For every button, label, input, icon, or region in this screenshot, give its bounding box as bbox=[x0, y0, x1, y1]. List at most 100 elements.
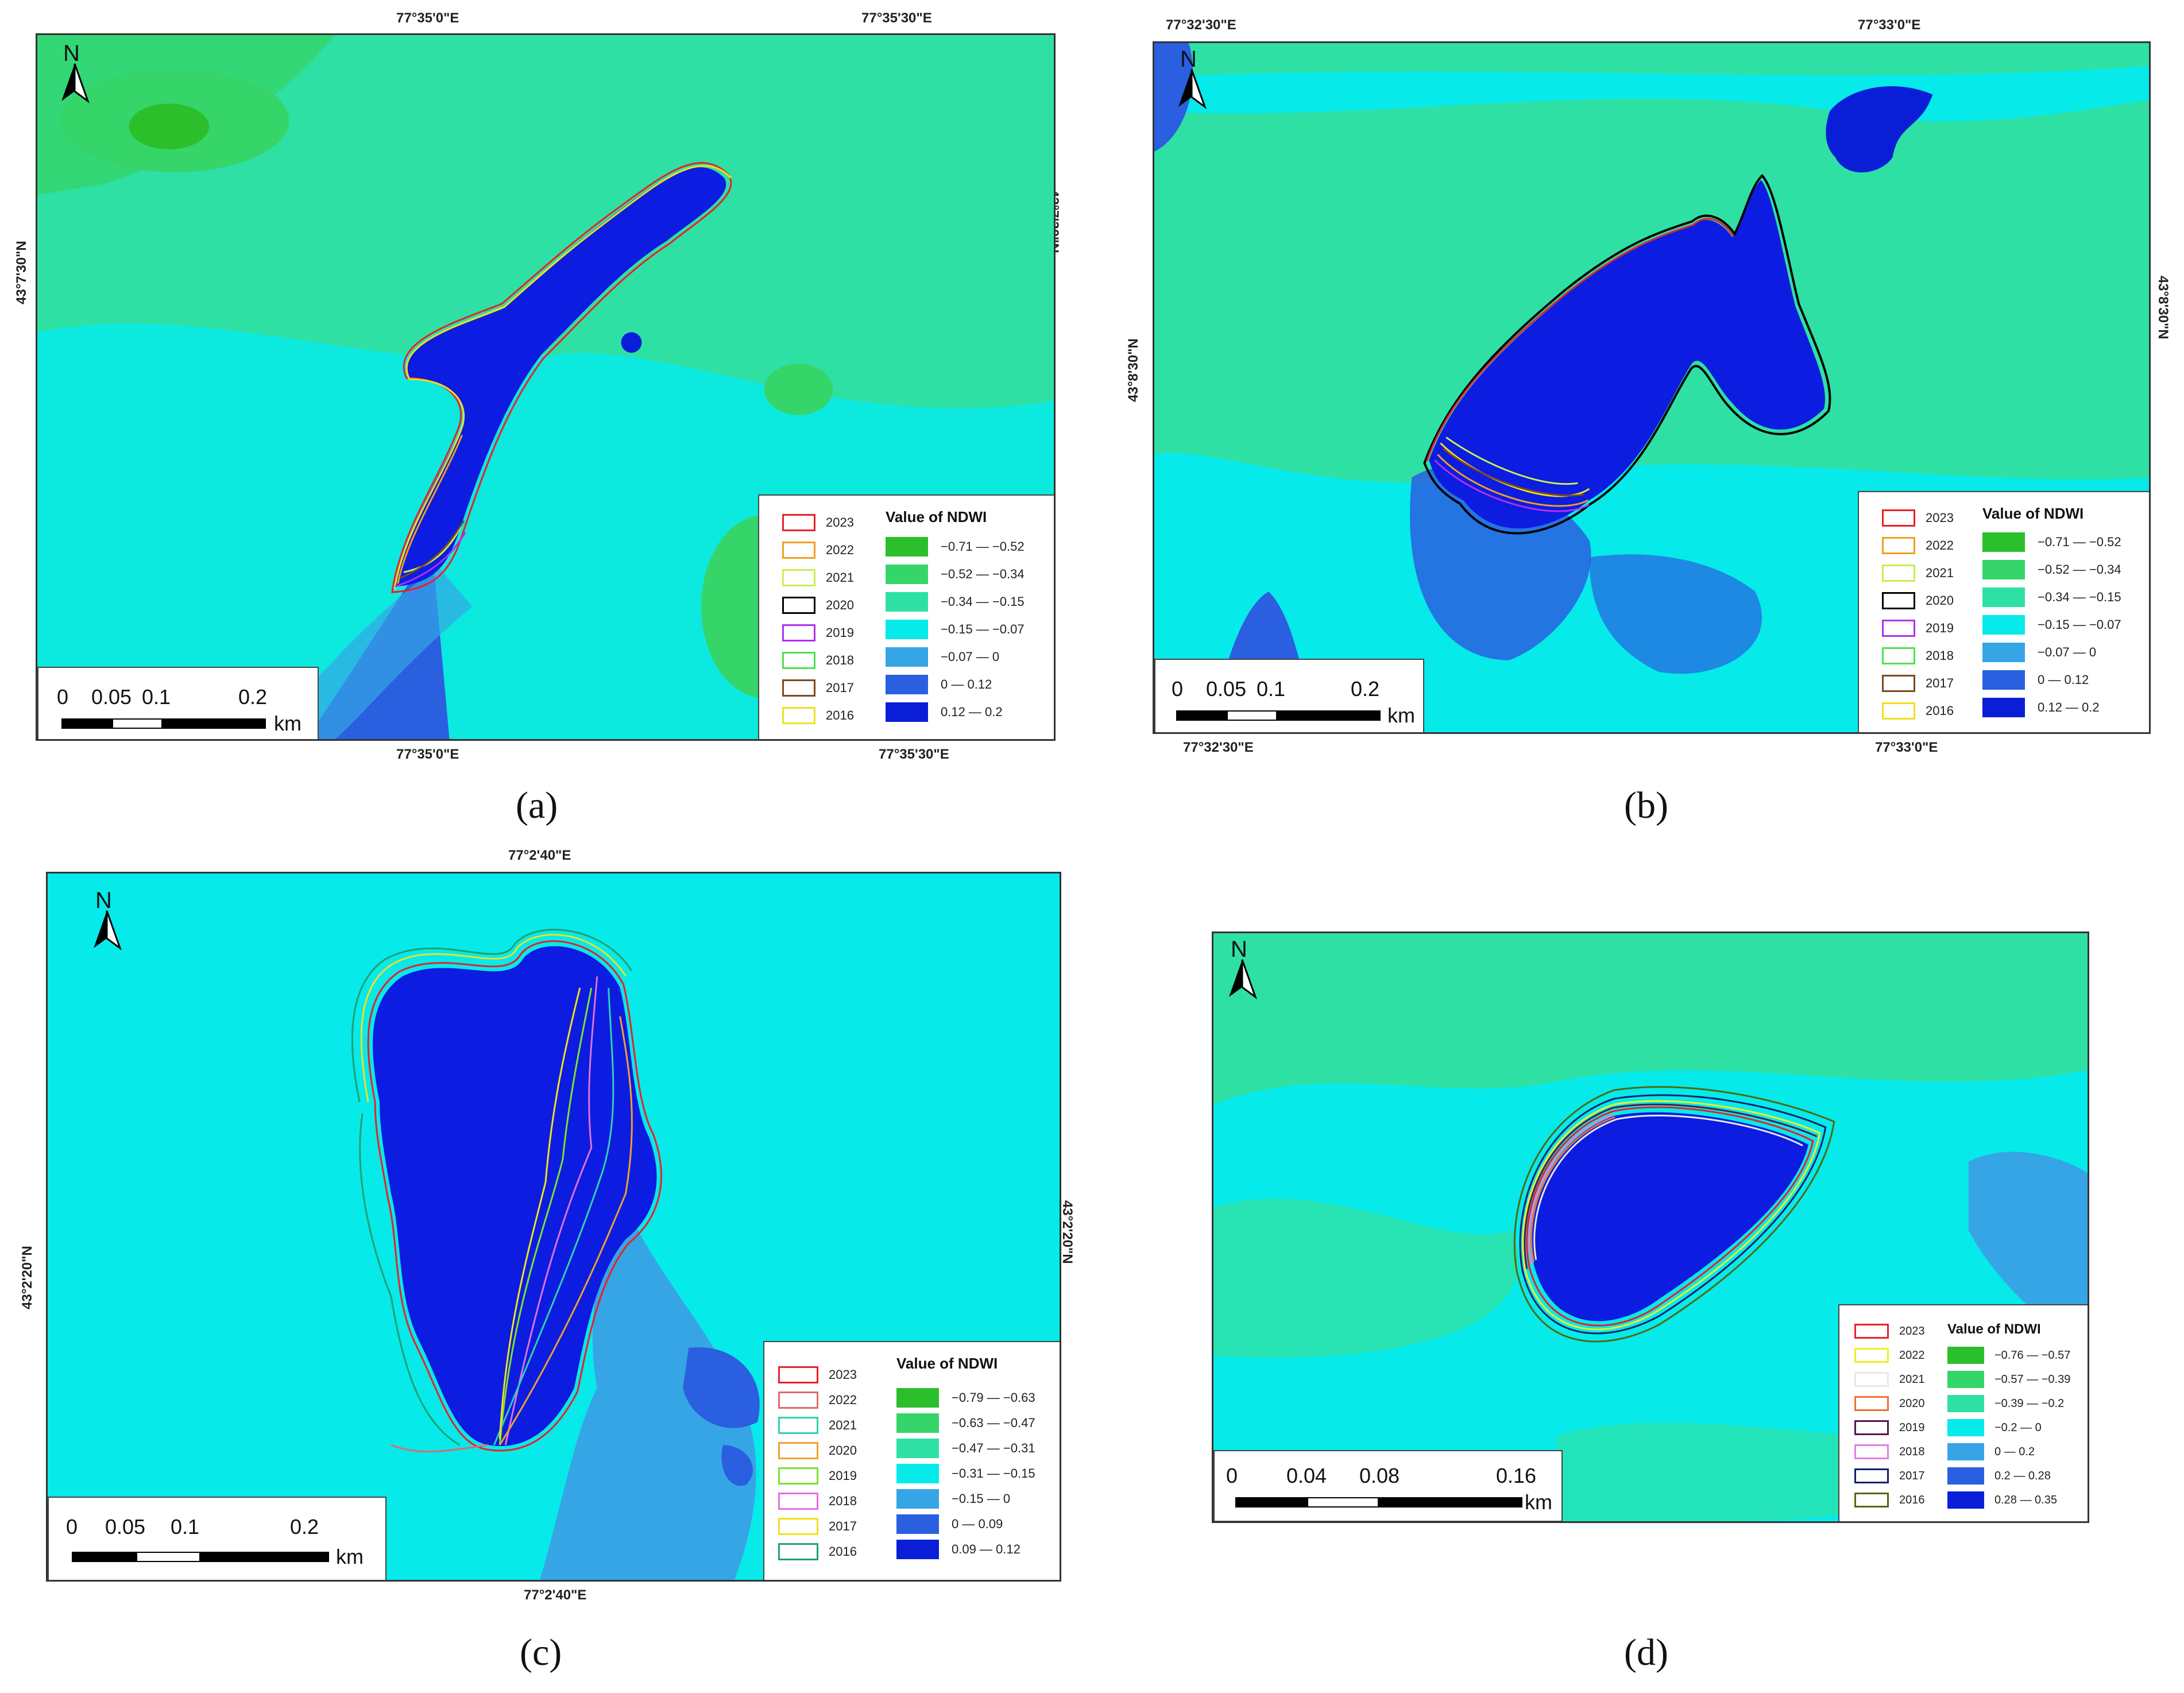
scale-segment bbox=[200, 1552, 329, 1562]
legend-year: 2016 bbox=[1854, 1493, 1925, 1508]
scale-tick: 0.1 bbox=[171, 1515, 200, 1539]
scale-unit: km bbox=[1387, 704, 1415, 727]
left-lat-label: 43°7'30"N bbox=[14, 241, 29, 304]
north-arrow: N bbox=[87, 888, 127, 951]
scale-tick: 0.2 bbox=[290, 1515, 319, 1539]
scale-segment bbox=[72, 1552, 136, 1562]
lake-outlines-a bbox=[391, 162, 732, 593]
legend-year: 2016 bbox=[1882, 702, 1954, 720]
legend-class: −0.39 — −0.2 bbox=[1947, 1395, 2064, 1412]
caption-b: (b) bbox=[1624, 784, 1668, 826]
top-lon-label: 77°2'40"E bbox=[508, 848, 571, 863]
legend-year: 2023 bbox=[1882, 509, 1954, 527]
legend-year: 2016 bbox=[778, 1543, 857, 1560]
lake-outlines-b bbox=[1423, 174, 1831, 535]
legend-year: 2018 bbox=[1854, 1444, 1925, 1459]
legend-title: Value of NDWI bbox=[886, 508, 987, 525]
ndwi-map-b: N 0 0.05 0.1 0.2 km Value of NDWI 2023 2… bbox=[1153, 41, 2151, 734]
legend-class: −0.76 — −0.57 bbox=[1947, 1347, 2070, 1364]
north-arrow-icon bbox=[61, 63, 90, 104]
legend-class: −0.52 — −0.34 bbox=[886, 565, 1025, 584]
legend-d: Value of NDWI 2023 2022 2021 2020 2019 2… bbox=[1838, 1304, 2088, 1521]
bottom-lon-label: 77°35'30"E bbox=[879, 747, 949, 762]
legend-class: −0.31 — −0.15 bbox=[896, 1464, 1035, 1483]
legend-a: Value of NDWI 2023 2022 2021 2020 2019 2… bbox=[758, 494, 1054, 739]
scale-segment bbox=[112, 718, 163, 729]
legend-class: −0.52 — −0.34 bbox=[1982, 560, 2121, 579]
ndwi-map-c: N 0 0.05 0.1 0.2 km Value of NDWI 2023 2… bbox=[46, 872, 1061, 1582]
map-raster-c bbox=[48, 873, 1060, 1580]
scale-bar-a: 0 0.05 0.1 0.2 km bbox=[37, 667, 319, 739]
scale-segment bbox=[1176, 710, 1227, 721]
legend-year: 2017 bbox=[782, 679, 854, 697]
north-arrow: N bbox=[1172, 47, 1212, 110]
legend-class: 0 — 0.12 bbox=[1982, 670, 2089, 690]
legend-year: 2017 bbox=[1882, 675, 1954, 692]
top-lon-label: 77°35'30"E bbox=[861, 10, 932, 26]
legend-year: 2023 bbox=[782, 514, 854, 531]
legend-class: 0 — 0.09 bbox=[896, 1514, 1003, 1534]
top-lon-label: 77°33'0"E bbox=[1858, 17, 1921, 33]
scale-segment bbox=[1235, 1497, 1307, 1508]
ndwi-map-d: N 0 0.04 0.08 0.16 km Value of NDWI 2023… bbox=[1212, 931, 2089, 1523]
legend-year: 2019 bbox=[778, 1467, 857, 1485]
right-lat-label: 43°8'30"N bbox=[2155, 276, 2171, 339]
legend-year: 2018 bbox=[778, 1493, 857, 1510]
legend-year: 2020 bbox=[778, 1442, 857, 1459]
north-arrow: N bbox=[1222, 937, 1262, 1000]
scale-segment bbox=[136, 1552, 200, 1562]
legend-class: 0.12 — 0.2 bbox=[886, 702, 1003, 722]
legend-year: 2021 bbox=[1882, 565, 1954, 582]
scale-tick: 0.16 bbox=[1496, 1464, 1537, 1487]
lake-outlines-d bbox=[1513, 1086, 1835, 1343]
legend-year: 2023 bbox=[778, 1366, 857, 1383]
legend-class: −0.2 — 0 bbox=[1947, 1419, 2042, 1436]
legend-class: −0.07 — 0 bbox=[1982, 643, 2096, 662]
legend-year: 2017 bbox=[778, 1518, 857, 1535]
top-lon-label: 77°32'30"E bbox=[1166, 17, 1236, 33]
legend-title: Value of NDWI bbox=[896, 1355, 998, 1372]
legend-class: 0.2 — 0.28 bbox=[1947, 1467, 2051, 1485]
scale-tick: 0 bbox=[66, 1515, 78, 1539]
scale-unit: km bbox=[336, 1545, 364, 1568]
legend-class: −0.57 — −0.39 bbox=[1947, 1371, 2070, 1388]
scale-segment bbox=[1379, 1497, 1522, 1508]
legend-year: 2022 bbox=[782, 542, 854, 559]
legend-class: −0.15 — −0.07 bbox=[886, 620, 1025, 639]
north-label: N bbox=[1231, 937, 1247, 962]
caption-c: (c) bbox=[520, 1632, 562, 1673]
legend-year: 2023 bbox=[1854, 1324, 1925, 1339]
legend-year: 2018 bbox=[1882, 647, 1954, 664]
scale-tick: 0.05 bbox=[1206, 677, 1247, 701]
legend-year: 2022 bbox=[1854, 1348, 1925, 1363]
scale-tick: 0.08 bbox=[1359, 1464, 1400, 1487]
bottom-lon-label: 77°33'0"E bbox=[1875, 740, 1938, 755]
north-label: N bbox=[95, 888, 112, 913]
legend-class: −0.47 — −0.31 bbox=[896, 1439, 1035, 1458]
legend-title: Value of NDWI bbox=[1982, 505, 2084, 522]
bottom-lon-label: 77°35'0"E bbox=[396, 747, 459, 762]
scale-segment bbox=[1227, 710, 1277, 721]
legend-class: −0.71 — −0.52 bbox=[886, 537, 1025, 556]
legend-year: 2019 bbox=[1854, 1420, 1925, 1435]
scale-tick: 0 bbox=[1172, 677, 1184, 701]
legend-year: 2022 bbox=[778, 1391, 857, 1409]
legend-class: 0.12 — 0.2 bbox=[1982, 698, 2100, 717]
north-label: N bbox=[1180, 47, 1197, 72]
scale-bar-d: 0 0.04 0.08 0.16 km bbox=[1213, 1450, 1563, 1521]
legend-class: −0.34 — −0.15 bbox=[1982, 587, 2121, 607]
legend-class: 0 — 0.12 bbox=[886, 675, 992, 694]
legend-year: 2021 bbox=[778, 1417, 857, 1434]
legend-class: −0.71 — −0.52 bbox=[1982, 532, 2121, 552]
north-arrow-icon bbox=[1229, 959, 1258, 1000]
legend-class: −0.79 — −0.63 bbox=[896, 1388, 1035, 1408]
north-arrow: N bbox=[55, 41, 95, 104]
legend-class: 0.09 — 0.12 bbox=[896, 1540, 1021, 1559]
legend-year: 2019 bbox=[1882, 620, 1954, 637]
legend-year: 2020 bbox=[1882, 592, 1954, 609]
legend-b: Value of NDWI 2023 2022 2021 2020 2019 2… bbox=[1858, 491, 2149, 732]
scale-unit: km bbox=[274, 712, 301, 735]
legend-year: 2017 bbox=[1854, 1468, 1925, 1483]
scale-tick: 0.1 bbox=[1257, 677, 1286, 701]
legend-year: 2020 bbox=[1854, 1396, 1925, 1411]
